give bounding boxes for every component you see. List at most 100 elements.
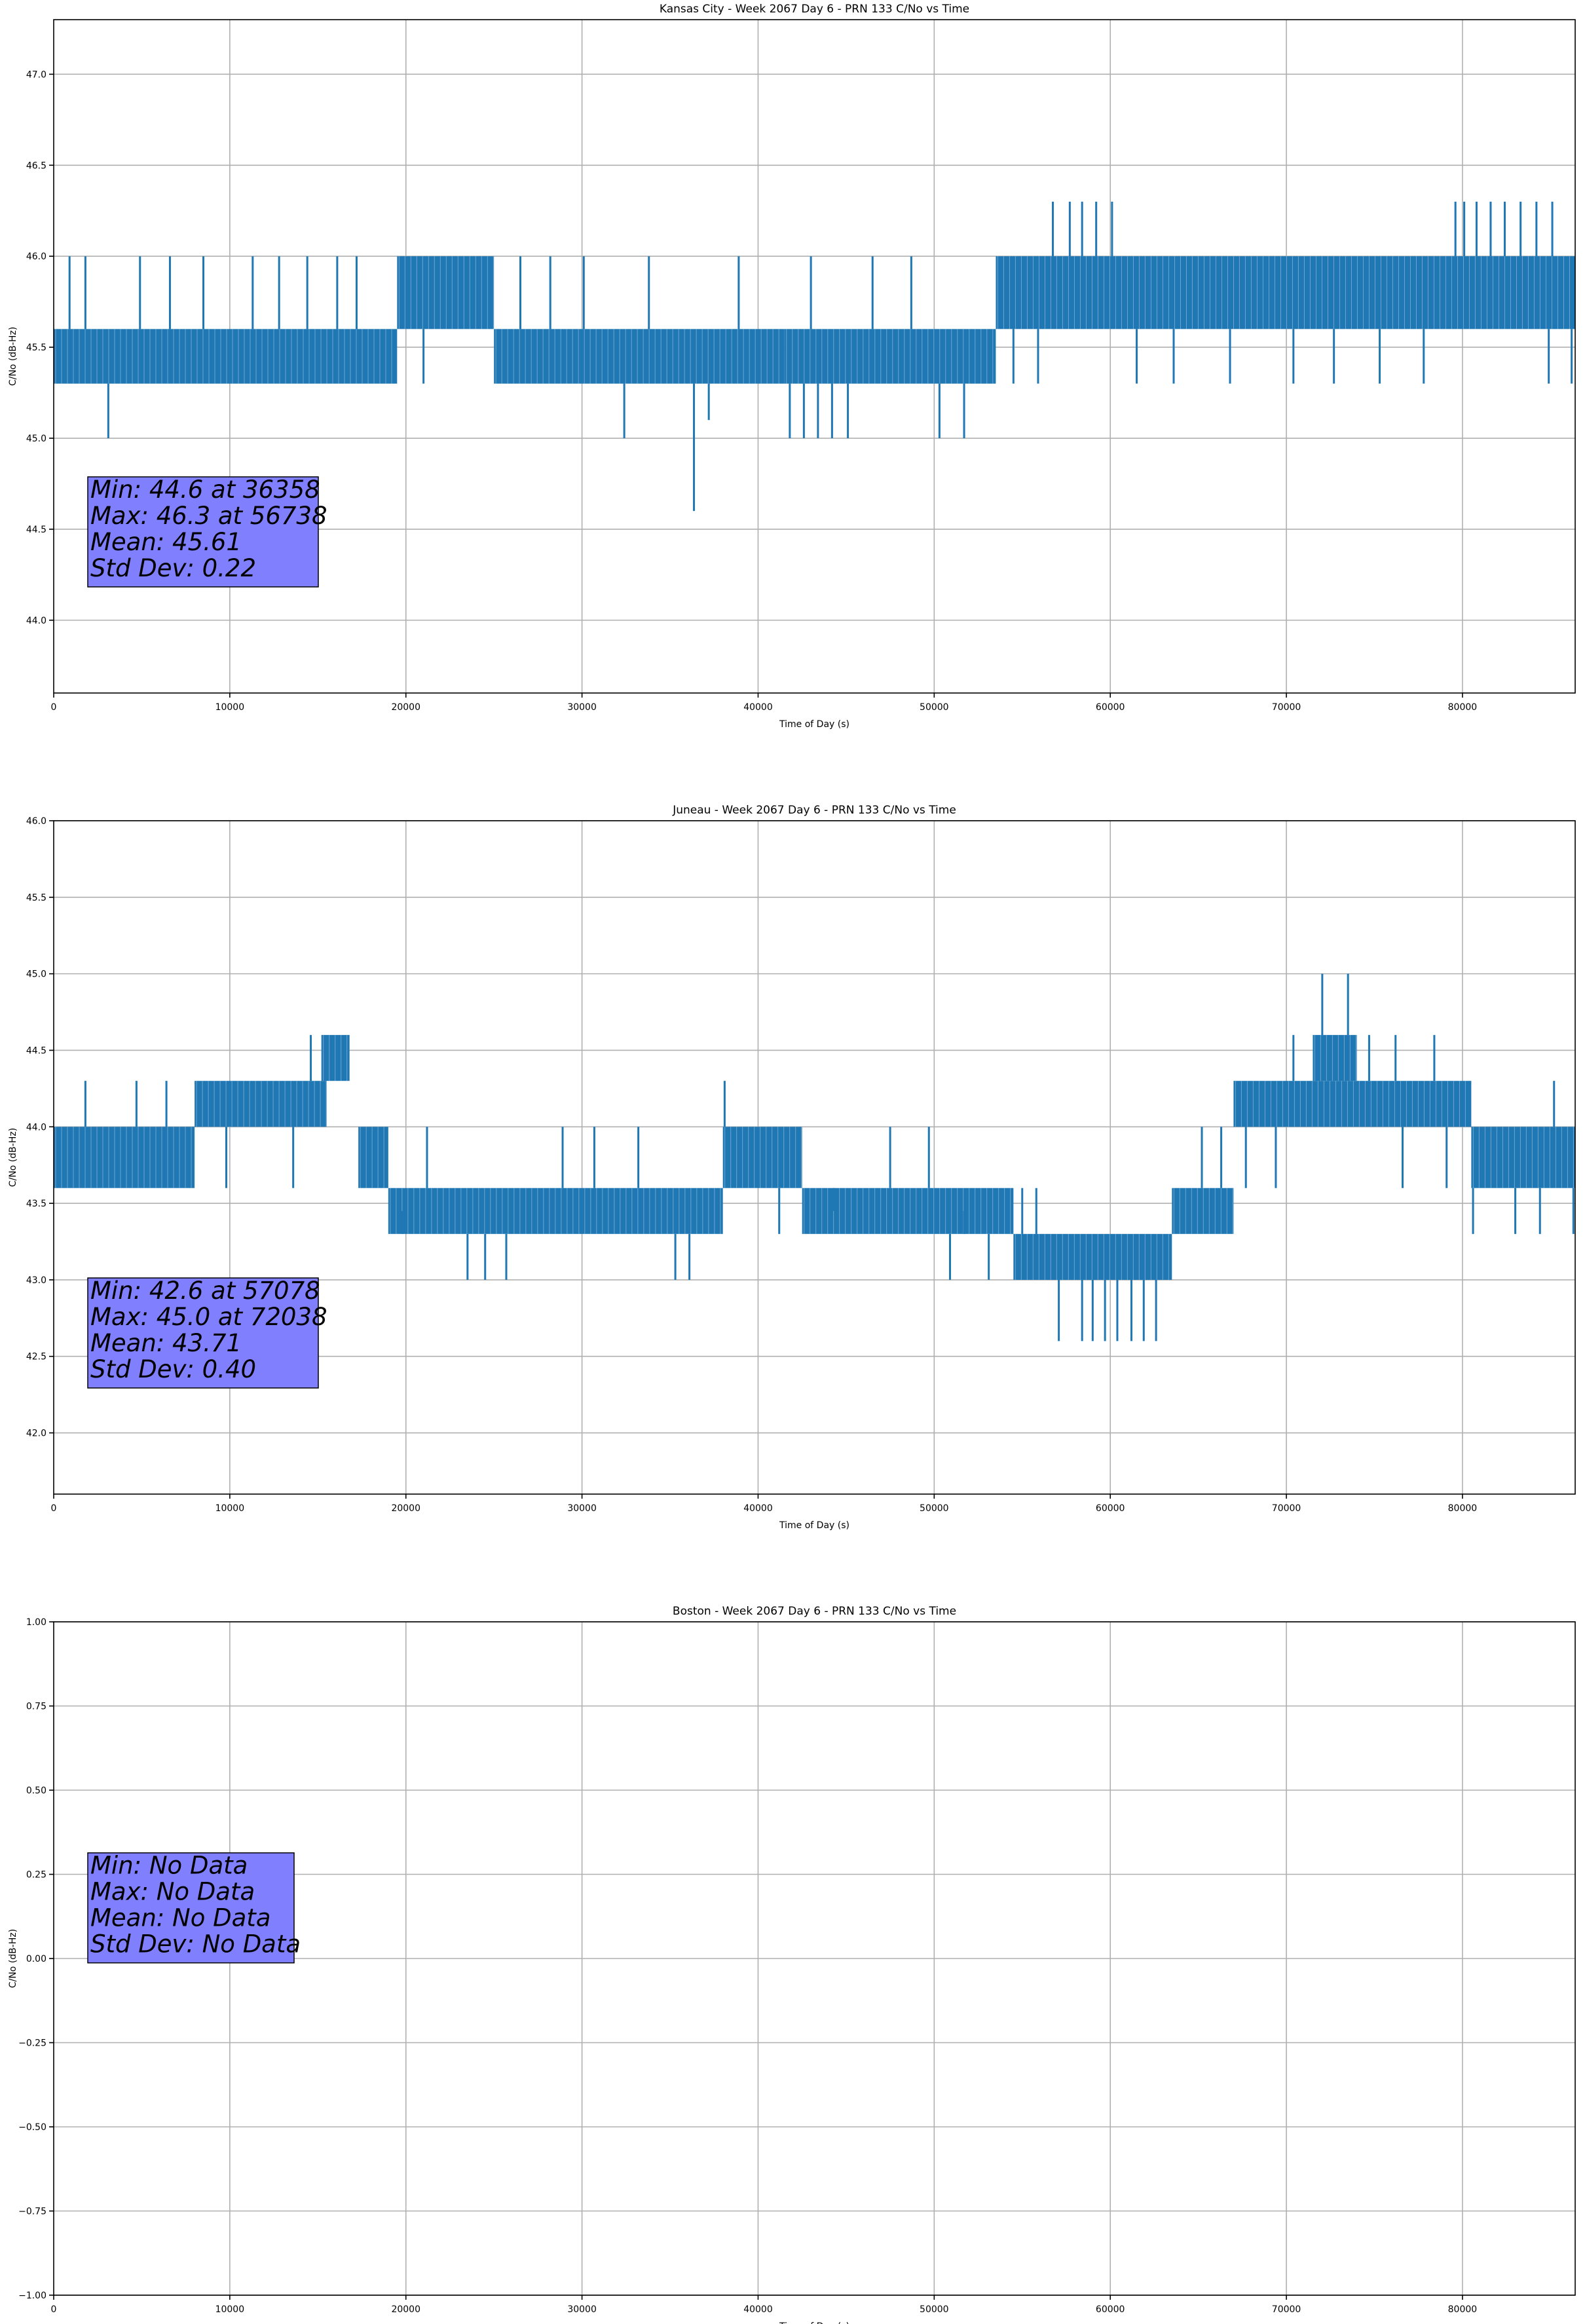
y-tick-label: −0.25 [18, 2038, 47, 2049]
stats-line: Std Dev: No Data [90, 1930, 301, 1959]
x-tick-label: 20000 [391, 2304, 420, 2315]
stats-line: Min: No Data [90, 1852, 248, 1880]
series-band [195, 1081, 327, 1127]
y-axis-label: C/No (dB-Hz) [8, 327, 18, 386]
stats-line: Std Dev: 0.22 [90, 554, 256, 582]
axes-frame [53, 820, 1576, 1495]
y-tick-label: 44.0 [26, 1122, 47, 1133]
x-tick-label: 0 [51, 1503, 57, 1514]
stats-line: Mean: No Data [90, 1904, 270, 1932]
series-band [54, 329, 398, 384]
series-2 [54, 973, 1575, 1341]
y-tick-label: −0.75 [18, 2207, 47, 2217]
x-tick-label: 60000 [1096, 2304, 1125, 2315]
series-band [802, 1188, 1014, 1234]
chart-panel-1: 0 10000 20000 30000 40000 50000 60000 70000 8000… [8, 3, 1576, 730]
chart-title: Kansas City - Week 2067 Day 6 - PRN 133 … [660, 3, 969, 16]
y-tick-label: 45.0 [26, 969, 47, 980]
stats-line: Mean: 43.71 [90, 1329, 242, 1357]
y-tick-label: 0.75 [26, 1702, 47, 1712]
x-tick-label: 30000 [567, 1503, 597, 1514]
y-tick-label: −0.50 [18, 2122, 47, 2133]
x-tick-label: 0 [51, 2304, 57, 2315]
x-tick-label: 10000 [215, 1503, 245, 1514]
x-tick-label: 50000 [920, 1503, 949, 1514]
series-band [1471, 1127, 1575, 1188]
stats-line: Max: 46.3 at 56738 [90, 502, 327, 530]
axes-frame [53, 19, 1576, 694]
chart-panel-3: 0 10000 20000 30000 40000 50000 60000 70000 8000… [8, 1605, 1576, 2324]
y-tick-label: 42.0 [26, 1429, 47, 1439]
x-tick-label: 0 [51, 702, 57, 713]
x-tick-label: 70000 [1272, 702, 1301, 713]
chart-title: Juneau - Week 2067 Day 6 - PRN 133 C/No … [672, 804, 956, 817]
y-tick-label: 44.5 [26, 1045, 47, 1056]
x-tick-label: 70000 [1272, 1503, 1301, 1514]
x-tick-label: 10000 [215, 702, 245, 713]
x-axis-label: Time of Day (s) [779, 1520, 849, 1531]
x-axis-label: Time of Day (s) [779, 719, 849, 730]
x-tick-label: 20000 [391, 702, 420, 713]
x-tick-label: 60000 [1096, 1503, 1125, 1514]
x-tick-label: 60000 [1096, 702, 1125, 713]
series-band [1172, 1188, 1234, 1234]
x-tick-label: 70000 [1272, 2304, 1301, 2315]
y-axis-label: C/No (dB-Hz) [8, 1128, 18, 1187]
series-1 [54, 201, 1575, 512]
x-tick-label: 50000 [920, 2304, 949, 2315]
series-band [722, 1127, 802, 1188]
stats-box [87, 476, 319, 588]
stats-line: Min: 44.6 at 36358 [90, 476, 320, 504]
x-tick-label: 80000 [1448, 1503, 1478, 1514]
y-axis-label: C/No (dB-Hz) [8, 1929, 18, 1988]
series-band [1313, 1035, 1357, 1081]
y-tick-label: 0.50 [26, 1786, 47, 1796]
chart-panel-2: 0 10000 20000 30000 40000 50000 60000 70000 8000… [8, 804, 1576, 1531]
x-axis-label: Time of Day (s) [779, 2321, 849, 2324]
series-band [1233, 1081, 1472, 1127]
x-tick-label: 50000 [920, 702, 949, 713]
y-tick-label: −1.00 [18, 2291, 47, 2301]
x-tick-label: 80000 [1448, 702, 1478, 713]
x-tick-label: 20000 [391, 1503, 420, 1514]
series-band [358, 1127, 388, 1188]
x-tick-label: 80000 [1448, 2304, 1478, 2315]
series-band [996, 256, 1575, 329]
stats-box [87, 1852, 295, 1964]
y-tick-label: 0.25 [26, 1870, 47, 1881]
stats-line: Max: 45.0 at 72038 [90, 1303, 327, 1331]
x-tick-label: 30000 [567, 2304, 597, 2315]
x-tick-label: 40000 [743, 2304, 773, 2315]
series-band [321, 1035, 350, 1081]
x-tick-label: 40000 [743, 702, 773, 713]
y-tick-label: 46.0 [26, 816, 47, 827]
y-tick-label: 42.5 [26, 1352, 47, 1362]
y-tick-label: 46.5 [26, 160, 47, 171]
series-band [784, 329, 996, 384]
y-tick-label: 44.0 [26, 616, 47, 626]
y-tick-label: 46.0 [26, 252, 47, 262]
series-band [388, 1188, 723, 1234]
chart-title: Boston - Week 2067 Day 6 - PRN 133 C/No … [673, 1605, 956, 1618]
y-tick-label: 43.5 [26, 1199, 47, 1209]
x-tick-label: 30000 [567, 702, 597, 713]
y-tick-label: 45.5 [26, 893, 47, 903]
stats-box [87, 1277, 319, 1389]
y-tick-label: 45.5 [26, 343, 47, 353]
stats-line: Std Dev: 0.40 [90, 1355, 256, 1383]
y-tick-label: 44.5 [26, 525, 47, 535]
y-tick-label: 1.00 [26, 1617, 47, 1628]
series-band [1013, 1233, 1172, 1280]
series-band [54, 1127, 195, 1188]
x-tick-label: 10000 [215, 2304, 245, 2315]
y-tick-label: 45.0 [26, 434, 47, 444]
x-tick-label: 40000 [743, 1503, 773, 1514]
series-band [397, 256, 494, 329]
stats-line: Max: No Data [90, 1878, 255, 1906]
y-tick-label: 47.0 [26, 69, 47, 80]
y-tick-label: 43.0 [26, 1275, 47, 1286]
stats-line: Min: 42.6 at 57078 [90, 1277, 320, 1305]
stats-line: Mean: 45.61 [90, 528, 242, 556]
series-band [494, 329, 785, 384]
